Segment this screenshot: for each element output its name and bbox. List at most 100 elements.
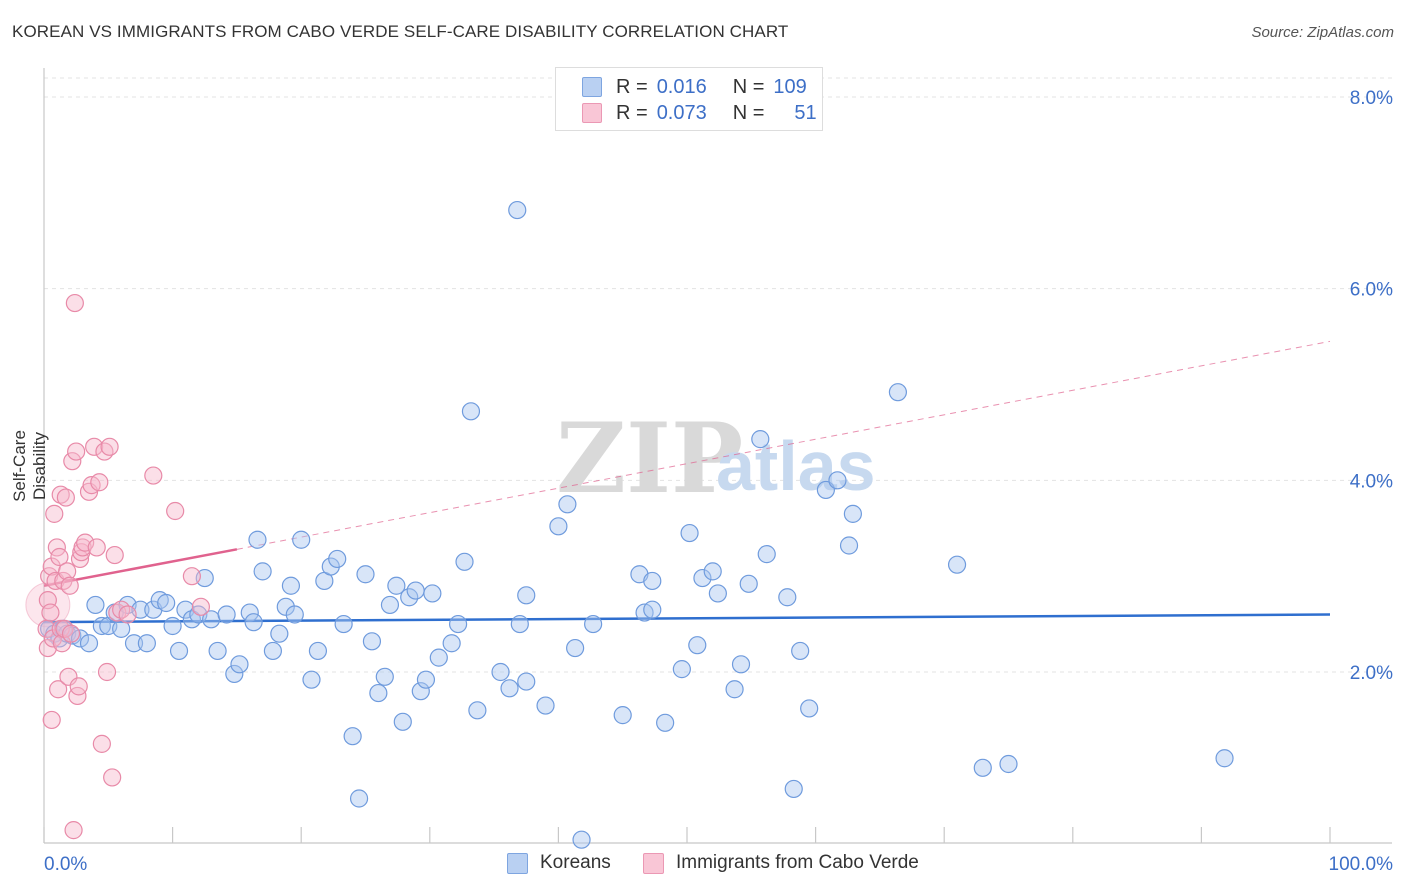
point-cabo-verde <box>118 605 137 624</box>
n-label: N = <box>732 101 765 124</box>
y-tick-label: 4.0% <box>1350 471 1393 492</box>
point-koreans <box>784 779 803 799</box>
data-points <box>25 200 1234 849</box>
koreans-n-value: 109 <box>773 75 807 98</box>
point-koreans <box>328 549 347 569</box>
point-cabo-verde <box>61 624 81 643</box>
point-koreans <box>888 383 908 402</box>
point-koreans <box>999 754 1018 774</box>
point-koreans <box>375 667 394 686</box>
point-koreans <box>672 660 691 679</box>
point-cabo-verde <box>51 619 70 638</box>
point-koreans <box>292 530 311 549</box>
point-cabo-verde <box>87 538 106 557</box>
point-koreans <box>500 679 519 698</box>
point-koreans <box>461 402 481 421</box>
point-koreans <box>285 605 304 624</box>
r-label: R = <box>616 75 648 98</box>
cabo-verde-legend-label: Immigrants from Cabo Verde <box>676 852 919 873</box>
point-koreans <box>244 613 263 632</box>
point-koreans <box>572 830 591 849</box>
point-koreans <box>429 648 448 667</box>
point-koreans <box>356 565 375 584</box>
point-koreans <box>380 595 400 615</box>
point-koreans <box>731 655 751 674</box>
point-cabo-verde <box>105 545 124 565</box>
point-koreans <box>369 683 388 703</box>
watermark-zip: ZIP <box>556 402 743 515</box>
cabo-verde-n-value: 51 <box>794 101 817 124</box>
tick-labels: 2.0% 4.0% 6.0% 8.0% 0.0% 100.0% <box>44 88 1393 875</box>
point-koreans <box>800 699 819 718</box>
point-koreans <box>656 713 675 732</box>
point-cabo-verde <box>90 473 109 492</box>
point-koreans <box>263 641 283 661</box>
point-koreans <box>362 632 382 651</box>
point-koreans <box>70 629 90 648</box>
point-cabo-verde <box>64 821 83 840</box>
point-koreans <box>843 504 862 523</box>
point-cabo-verde <box>103 768 122 787</box>
point-koreans <box>566 638 585 658</box>
point-koreans <box>739 574 758 593</box>
point-koreans <box>468 701 487 720</box>
point-cabo-verde <box>182 567 201 586</box>
point-koreans <box>643 600 662 619</box>
y-tick-label: 2.0% <box>1350 663 1393 684</box>
x-tick-label-left: 0.0% <box>44 854 87 875</box>
source-label: Source: ZipAtlas.com <box>1251 24 1394 41</box>
point-cabo-verde <box>58 562 77 581</box>
point-koreans <box>708 584 727 603</box>
watermark-atlas: atlas <box>716 427 876 505</box>
point-koreans <box>584 614 603 634</box>
point-koreans <box>240 603 259 622</box>
point-koreans <box>517 672 536 691</box>
point-koreans <box>778 588 797 607</box>
point-cabo-verde <box>85 437 104 456</box>
point-cabo-verde <box>73 538 92 557</box>
point-cabo-verde <box>100 437 119 456</box>
point-koreans <box>703 562 722 581</box>
point-cabo-verde <box>166 501 185 521</box>
point-koreans <box>157 593 176 613</box>
point-koreans <box>491 662 510 682</box>
point-cabo-verde <box>67 442 86 461</box>
point-cabo-verde <box>45 504 64 523</box>
point-koreans <box>248 530 267 549</box>
x-tick-label-right: 100.0% <box>1329 854 1394 875</box>
point-koreans <box>343 727 362 746</box>
point-cabo-verde <box>92 734 111 753</box>
y-tick-label: 8.0% <box>1350 88 1393 109</box>
point-koreans <box>208 641 227 661</box>
legend-item-cabo-verde: Immigrants from Cabo Verde <box>643 852 919 874</box>
point-koreans <box>92 616 111 636</box>
legend-row-cabo-verde: R = 0.073 N = 51 <box>582 101 817 125</box>
point-koreans <box>163 616 182 636</box>
point-koreans <box>253 562 272 581</box>
axes <box>43 68 1392 844</box>
point-cabo-verde <box>97 662 117 682</box>
trendline-cabo-verde-extension <box>236 340 1331 550</box>
point-koreans <box>725 680 744 699</box>
r-label: R = <box>616 101 648 124</box>
point-koreans <box>680 523 699 543</box>
point-koreans <box>79 634 99 653</box>
point-cabo-verde <box>68 686 87 706</box>
point-cabo-verde <box>191 597 210 616</box>
point-koreans <box>791 641 810 661</box>
point-cabo-verde <box>63 452 82 471</box>
point-koreans <box>225 664 244 684</box>
point-koreans <box>613 706 632 725</box>
point-koreans <box>86 595 105 615</box>
point-koreans <box>1215 749 1234 768</box>
point-koreans <box>558 495 577 514</box>
cabo-verde-r-value: 0.073 <box>656 101 707 124</box>
y-tick-label: 6.0% <box>1350 280 1393 301</box>
point-koreans <box>508 200 527 220</box>
point-koreans <box>334 614 353 634</box>
point-cabo-verde <box>49 680 68 699</box>
point-koreans <box>517 586 536 605</box>
point-cabo-verde <box>144 466 163 485</box>
koreans-r-value: 0.016 <box>656 75 707 98</box>
